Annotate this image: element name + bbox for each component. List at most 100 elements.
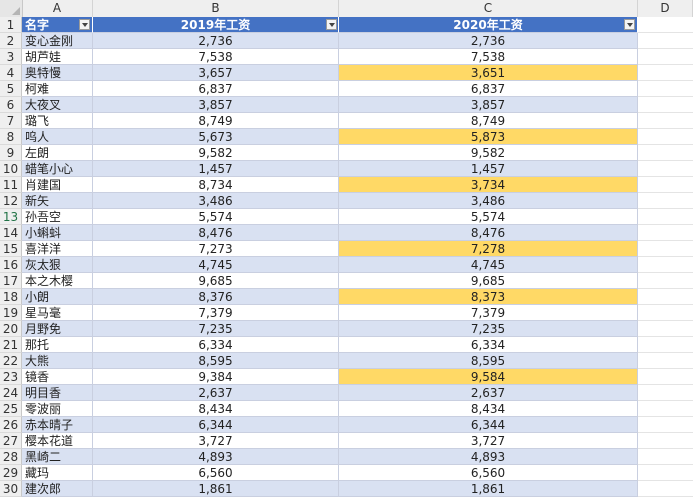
empty-cell[interactable] xyxy=(638,241,693,257)
empty-cell[interactable] xyxy=(638,81,693,97)
salary-2019-cell[interactable]: 9,384 xyxy=(93,369,339,385)
name-cell[interactable]: 黑崎二 xyxy=(22,449,93,465)
name-cell[interactable]: 灰太狠 xyxy=(22,257,93,273)
name-cell[interactable]: 柯难 xyxy=(22,81,93,97)
empty-cell[interactable] xyxy=(638,225,693,241)
empty-cell[interactable] xyxy=(638,385,693,401)
salary-2019-cell[interactable]: 2,637 xyxy=(93,385,339,401)
select-all-corner[interactable] xyxy=(0,0,23,17)
salary-2020-cell[interactable]: 4,745 xyxy=(339,257,638,273)
empty-cell[interactable] xyxy=(638,337,693,353)
row-number[interactable]: 14 xyxy=(0,225,22,241)
empty-cell[interactable] xyxy=(638,17,693,33)
salary-2020-cell[interactable]: 3,857 xyxy=(339,97,638,113)
name-cell[interactable]: 喜洋洋 xyxy=(22,241,93,257)
header-cell-2019[interactable]: 2019年工资 xyxy=(93,17,339,33)
name-cell[interactable]: 赤本晴子 xyxy=(22,417,93,433)
name-cell[interactable]: 镜香 xyxy=(22,369,93,385)
salary-2020-cell[interactable]: 8,434 xyxy=(339,401,638,417)
salary-2019-cell[interactable]: 8,595 xyxy=(93,353,339,369)
name-cell[interactable]: 变心金刚 xyxy=(22,33,93,49)
empty-cell[interactable] xyxy=(638,433,693,449)
name-cell[interactable]: 星马毫 xyxy=(22,305,93,321)
filter-dropdown-icon[interactable] xyxy=(624,19,635,30)
salary-2019-cell[interactable]: 6,837 xyxy=(93,81,339,97)
salary-2020-cell[interactable]: 6,334 xyxy=(339,337,638,353)
salary-2020-cell[interactable]: 2,637 xyxy=(339,385,638,401)
salary-2019-cell[interactable]: 3,657 xyxy=(93,65,339,81)
salary-2019-cell[interactable]: 3,486 xyxy=(93,193,339,209)
name-cell[interactable]: 那托 xyxy=(22,337,93,353)
row-number[interactable]: 7 xyxy=(0,113,22,129)
empty-cell[interactable] xyxy=(638,209,693,225)
row-number[interactable]: 21 xyxy=(0,337,22,353)
salary-2019-cell[interactable]: 4,893 xyxy=(93,449,339,465)
name-cell[interactable]: 明目香 xyxy=(22,385,93,401)
salary-2020-cell[interactable]: 7,379 xyxy=(339,305,638,321)
empty-cell[interactable] xyxy=(638,417,693,433)
row-number[interactable]: 16 xyxy=(0,257,22,273)
salary-2020-cell[interactable]: 5,574 xyxy=(339,209,638,225)
name-cell[interactable]: 胡芦娃 xyxy=(22,49,93,65)
row-number[interactable]: 26 xyxy=(0,417,22,433)
column-header-b[interactable]: B xyxy=(93,0,339,17)
name-cell[interactable]: 本之木樱 xyxy=(22,273,93,289)
empty-cell[interactable] xyxy=(638,177,693,193)
salary-2020-cell[interactable]: 6,560 xyxy=(339,465,638,481)
empty-cell[interactable] xyxy=(638,129,693,145)
salary-2019-cell[interactable]: 6,334 xyxy=(93,337,339,353)
empty-cell[interactable] xyxy=(638,289,693,305)
salary-2020-cell[interactable]: 8,595 xyxy=(339,353,638,369)
empty-cell[interactable] xyxy=(638,449,693,465)
salary-2019-cell[interactable]: 6,560 xyxy=(93,465,339,481)
filter-dropdown-icon[interactable] xyxy=(79,19,90,30)
salary-2019-cell[interactable]: 5,574 xyxy=(93,209,339,225)
name-cell[interactable]: 左朗 xyxy=(22,145,93,161)
salary-2019-cell[interactable]: 7,538 xyxy=(93,49,339,65)
salary-2019-cell[interactable]: 7,273 xyxy=(93,241,339,257)
salary-2019-cell[interactable]: 3,857 xyxy=(93,97,339,113)
salary-2020-cell[interactable]: 2,736 xyxy=(339,33,638,49)
empty-cell[interactable] xyxy=(638,145,693,161)
header-cell-name[interactable]: 名字 xyxy=(22,17,93,33)
salary-2019-cell[interactable]: 9,685 xyxy=(93,273,339,289)
row-number[interactable]: 22 xyxy=(0,353,22,369)
empty-cell[interactable] xyxy=(638,193,693,209)
row-number[interactable]: 1 xyxy=(0,17,22,33)
salary-2020-cell[interactable]: 7,538 xyxy=(339,49,638,65)
empty-cell[interactable] xyxy=(638,321,693,337)
salary-2020-cell[interactable]: 7,278 xyxy=(339,241,638,257)
name-cell[interactable]: 大熊 xyxy=(22,353,93,369)
empty-cell[interactable] xyxy=(638,465,693,481)
name-cell[interactable]: 新矢 xyxy=(22,193,93,209)
row-number[interactable]: 13 xyxy=(0,209,22,225)
salary-2019-cell[interactable]: 1,457 xyxy=(93,161,339,177)
salary-2019-cell[interactable]: 5,673 xyxy=(93,129,339,145)
empty-cell[interactable] xyxy=(638,161,693,177)
salary-2020-cell[interactable]: 3,727 xyxy=(339,433,638,449)
salary-2020-cell[interactable]: 6,837 xyxy=(339,81,638,97)
salary-2019-cell[interactable]: 8,734 xyxy=(93,177,339,193)
name-cell[interactable]: 小朗 xyxy=(22,289,93,305)
name-cell[interactable]: 璐飞 xyxy=(22,113,93,129)
salary-2020-cell[interactable]: 8,476 xyxy=(339,225,638,241)
salary-2020-cell[interactable]: 6,344 xyxy=(339,417,638,433)
name-cell[interactable]: 藏玛 xyxy=(22,465,93,481)
salary-2019-cell[interactable]: 2,736 xyxy=(93,33,339,49)
empty-cell[interactable] xyxy=(638,49,693,65)
row-number[interactable]: 3 xyxy=(0,49,22,65)
salary-2020-cell[interactable]: 8,749 xyxy=(339,113,638,129)
row-number[interactable]: 5 xyxy=(0,81,22,97)
name-cell[interactable]: 肖建国 xyxy=(22,177,93,193)
salary-2019-cell[interactable]: 6,344 xyxy=(93,417,339,433)
row-number[interactable]: 11 xyxy=(0,177,22,193)
row-number[interactable]: 4 xyxy=(0,65,22,81)
row-number[interactable]: 10 xyxy=(0,161,22,177)
column-header-d[interactable]: D xyxy=(638,0,693,17)
row-number[interactable]: 9 xyxy=(0,145,22,161)
salary-2020-cell[interactable]: 7,235 xyxy=(339,321,638,337)
salary-2019-cell[interactable]: 3,727 xyxy=(93,433,339,449)
row-number[interactable]: 27 xyxy=(0,433,22,449)
row-number[interactable]: 15 xyxy=(0,241,22,257)
row-number[interactable]: 18 xyxy=(0,289,22,305)
